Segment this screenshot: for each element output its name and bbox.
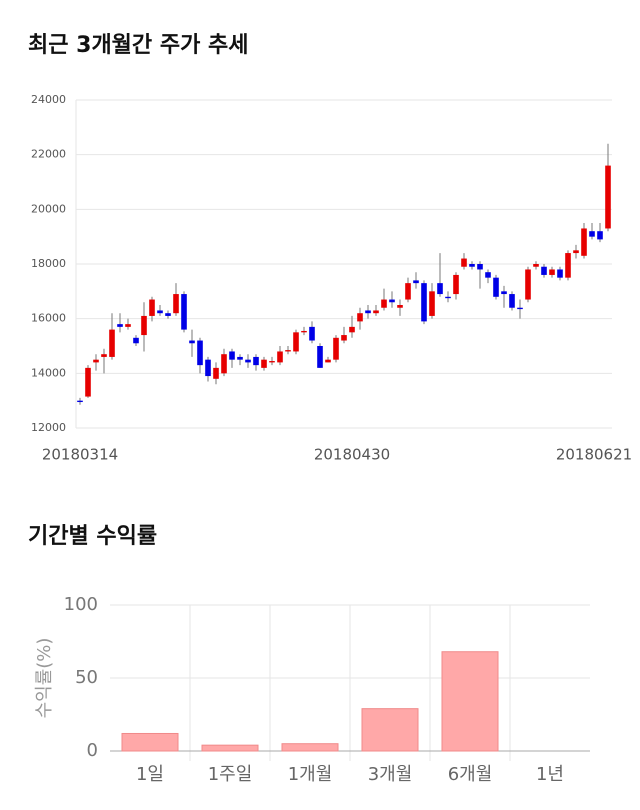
x-tick-label: 6개월 xyxy=(448,764,493,785)
candle-body xyxy=(85,367,91,397)
bar xyxy=(121,732,179,752)
candle-body xyxy=(229,351,235,360)
candle-body xyxy=(125,324,131,327)
candle-body xyxy=(453,274,459,295)
y-tick-label: 100 xyxy=(64,594,98,615)
candle-body xyxy=(605,165,611,229)
candle-body xyxy=(149,299,155,316)
candle-body xyxy=(501,291,507,295)
y-tick-label: 0 xyxy=(87,740,98,761)
candle-body xyxy=(405,283,411,300)
candle-body xyxy=(317,346,323,368)
candle-body xyxy=(157,310,163,314)
candle-body xyxy=(429,291,435,316)
candle-body xyxy=(477,264,483,270)
candle-body xyxy=(173,294,179,314)
candle-body xyxy=(261,359,267,368)
candle-body xyxy=(437,283,443,295)
candle-body xyxy=(269,361,275,363)
candle-body xyxy=(285,350,291,352)
candle-body xyxy=(141,315,147,336)
x-tick-label: 20180621 xyxy=(556,446,632,464)
candle-body xyxy=(309,326,315,341)
candle-body xyxy=(549,269,555,275)
candle-body xyxy=(205,359,211,377)
candle-body xyxy=(165,313,171,316)
candle-body xyxy=(221,354,227,374)
candle-body xyxy=(365,310,371,314)
candle-body xyxy=(413,280,419,284)
bar xyxy=(441,651,499,752)
y-tick-label: 50 xyxy=(75,667,98,688)
candle-body xyxy=(93,359,99,363)
candle-body xyxy=(197,340,203,366)
candle-body xyxy=(573,250,579,254)
candle-body xyxy=(341,335,347,341)
candle-body xyxy=(525,269,531,300)
candle-body xyxy=(485,272,491,278)
x-tick-label: 20180314 xyxy=(42,446,118,464)
candle-body xyxy=(389,299,395,303)
y-axis-title: 수익률(%) xyxy=(34,638,55,719)
candle-body xyxy=(333,337,339,360)
x-tick-label: 1일 xyxy=(136,764,164,785)
x-tick-label: 1년 xyxy=(536,764,564,785)
candle-body xyxy=(181,294,187,330)
y-tick-label: 20000 xyxy=(31,202,66,215)
y-tick-label: 22000 xyxy=(31,148,66,161)
chart-title: 기간별 수익률 xyxy=(28,524,157,549)
candle-body xyxy=(357,313,363,322)
y-tick-label: 18000 xyxy=(31,257,66,270)
candle-body xyxy=(581,228,587,256)
candle-body xyxy=(589,231,595,237)
candle-body xyxy=(517,307,523,310)
candle-body xyxy=(397,305,403,308)
candle-body xyxy=(381,299,387,308)
candle-body xyxy=(245,359,251,363)
candle-body xyxy=(461,258,467,267)
x-tick-label: 1주일 xyxy=(208,764,253,785)
candle-body xyxy=(77,400,83,403)
candle-body xyxy=(533,264,539,267)
bar xyxy=(201,744,259,752)
candle-body xyxy=(133,337,139,344)
candle-body xyxy=(445,296,451,299)
candle-body xyxy=(349,326,355,333)
bar xyxy=(361,708,419,752)
candle-body xyxy=(293,332,299,352)
y-tick-label: 12000 xyxy=(31,421,66,434)
candle-body xyxy=(301,330,307,333)
candle-body xyxy=(493,277,499,297)
x-tick-label: 1개월 xyxy=(288,764,333,785)
candle-body xyxy=(597,231,603,240)
x-tick-label: 3개월 xyxy=(368,764,413,785)
candle-body xyxy=(253,356,259,366)
candle-body xyxy=(189,340,195,344)
y-tick-label: 24000 xyxy=(31,93,66,106)
candle-body xyxy=(469,264,475,267)
bar xyxy=(281,743,339,752)
candle-body xyxy=(277,351,283,363)
candle-body xyxy=(421,283,427,322)
candle-body xyxy=(373,310,379,314)
candle-body xyxy=(109,329,115,357)
candle-body xyxy=(101,354,107,357)
y-tick-label: 16000 xyxy=(31,312,66,325)
candle-body xyxy=(325,359,331,363)
candle-body xyxy=(213,367,219,379)
candle-body xyxy=(509,294,515,308)
candle-body xyxy=(541,266,547,275)
candle-body xyxy=(565,253,571,278)
x-tick-label: 20180430 xyxy=(314,446,390,464)
candle-body xyxy=(557,269,563,278)
candle-body xyxy=(117,324,123,327)
chart-title: 최근 3개월간 주가 추세 xyxy=(28,33,248,58)
y-tick-label: 14000 xyxy=(31,366,66,379)
candle-body xyxy=(237,356,243,360)
